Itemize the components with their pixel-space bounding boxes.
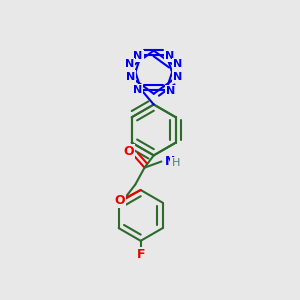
Text: N: N [125,59,134,69]
Text: N: N [164,155,175,168]
Text: H: H [172,158,180,168]
Text: N: N [173,59,183,69]
Text: N: N [125,71,135,82]
Text: N: N [133,86,142,96]
Text: N: N [173,71,182,82]
Text: N: N [165,51,174,61]
Text: N: N [133,85,142,95]
Text: O: O [123,145,134,158]
Text: F: F [136,248,145,261]
Text: O: O [115,194,125,206]
Text: N: N [134,51,142,61]
Text: N: N [166,86,175,96]
